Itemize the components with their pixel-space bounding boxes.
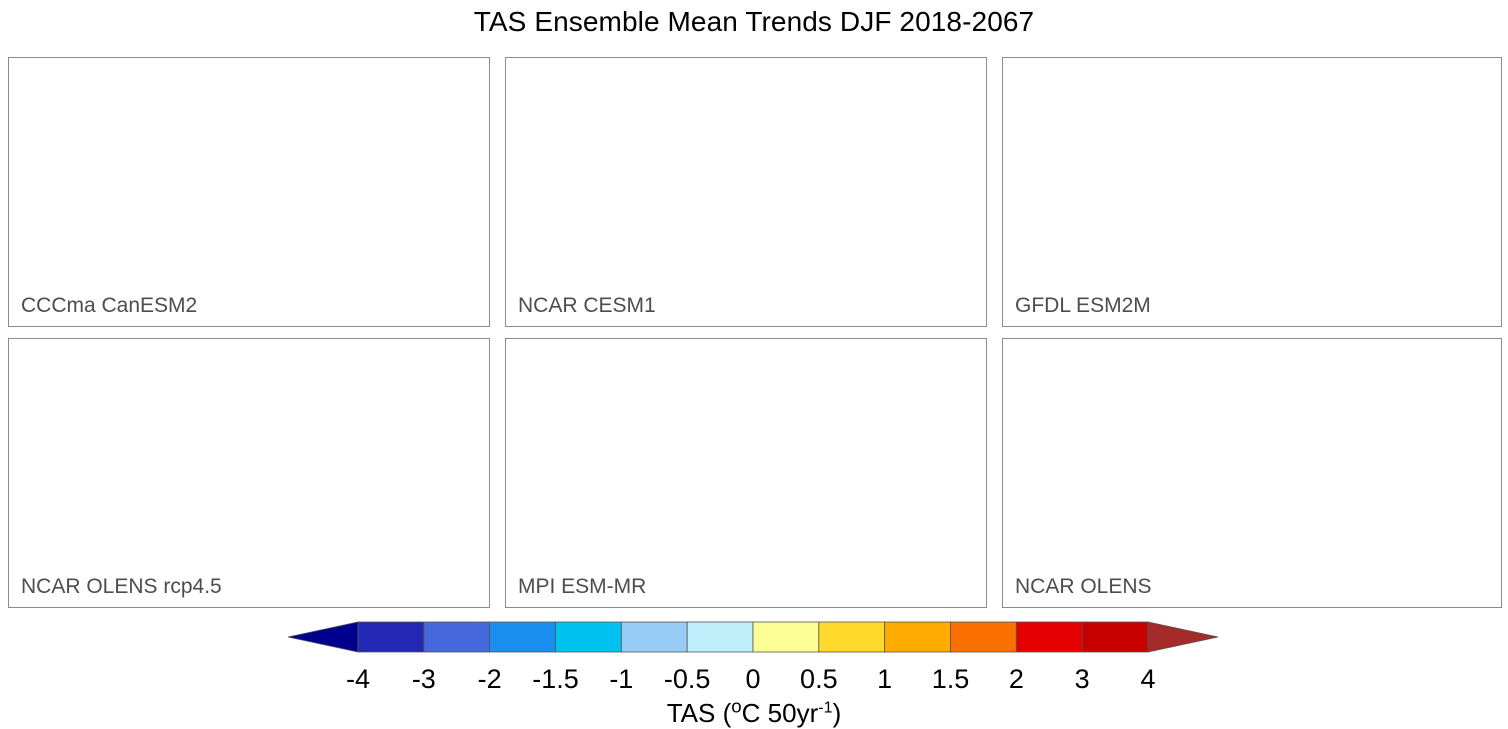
colorbar-tick-label: -1.5 — [532, 664, 579, 694]
colorbar-tick-label: 3 — [1074, 664, 1090, 694]
colorbar: -4 -3 -2 -1.5 -1 -0.5 0 0.5 1 1.5 2 3 4 TAS (oC 50yr… — [0, 618, 1508, 728]
colorbar-swatch[interactable] — [357, 621, 425, 653]
colorbar-swatch[interactable] — [818, 621, 886, 653]
colorbar-tick-label: 0.5 — [800, 664, 838, 694]
colorbar-tick-label: -0.5 — [663, 664, 711, 694]
map-canvas — [9, 58, 489, 326]
colorbar-swatches[interactable] — [0, 618, 1508, 666]
map-panel-gfdl-esm2m[interactable]: GFDL ESM2M — [1002, 57, 1502, 327]
colorbar-tick-label: -2 — [477, 664, 502, 694]
map-canvas — [1003, 58, 1501, 326]
colorbar-swatch[interactable] — [950, 621, 1017, 653]
colorbar-axis-label: TAS (oC 50yr-1) — [0, 695, 1508, 729]
map-panel-cccma-canesm2[interactable]: CCCma CanESM2 — [8, 57, 490, 327]
colorbar-label-prefix: TAS ( — [666, 698, 732, 728]
colorbar-tick-label: 1 — [877, 664, 893, 694]
figure-title: TAS Ensemble Mean Trends DJF 2018-2067 — [473, 6, 1035, 37]
colorbar-label-suffix: ) — [832, 698, 842, 728]
colorbar-label-unit: C 50yr — [741, 698, 819, 728]
colorbar-under-arrow — [287, 621, 359, 653]
colorbar-tick-label: -1 — [609, 664, 634, 694]
colorbar-swatch[interactable] — [1015, 621, 1083, 653]
degree-symbol: o — [731, 695, 742, 717]
colorbar-label-exponent: -1 — [818, 698, 833, 717]
colorbar-swatch[interactable] — [1081, 621, 1149, 653]
colorbar-over-arrow — [1147, 621, 1219, 653]
colorbar-swatch[interactable] — [620, 621, 688, 653]
colorbar-tick-label: 2 — [1008, 664, 1024, 694]
map-canvas — [506, 339, 986, 607]
colorbar-swatch[interactable] — [752, 621, 820, 653]
map-panel-ncar-olens-rcp45[interactable]: NCAR OLENS rcp4.5 — [8, 338, 490, 608]
map-canvas — [506, 58, 986, 326]
colorbar-swatch[interactable] — [489, 621, 556, 653]
map-panel-ncar-cesm1[interactable]: NCAR CESM1 — [505, 57, 987, 327]
colorbar-swatch[interactable] — [555, 621, 622, 653]
colorbar-tick-labels: -4 -3 -2 -1.5 -1 -0.5 0 0.5 1 1.5 2 3 4 — [0, 664, 1508, 698]
map-panel-ncar-olens[interactable]: NCAR OLENS — [1002, 338, 1502, 608]
colorbar-swatch[interactable] — [686, 621, 754, 653]
colorbar-tick-label: 1.5 — [931, 664, 970, 694]
map-canvas — [1003, 339, 1501, 607]
map-panel-mpi-esm-mr[interactable]: MPI ESM-MR — [505, 338, 987, 608]
colorbar-swatch[interactable] — [884, 621, 951, 653]
colorbar-tick-label: 4 — [1140, 664, 1156, 694]
colorbar-tick-label: -4 — [345, 664, 371, 694]
colorbar-swatch[interactable] — [423, 621, 491, 653]
colorbar-tick-label: 0 — [745, 664, 761, 694]
map-canvas — [9, 339, 489, 607]
colorbar-tick-label: -3 — [411, 664, 436, 694]
